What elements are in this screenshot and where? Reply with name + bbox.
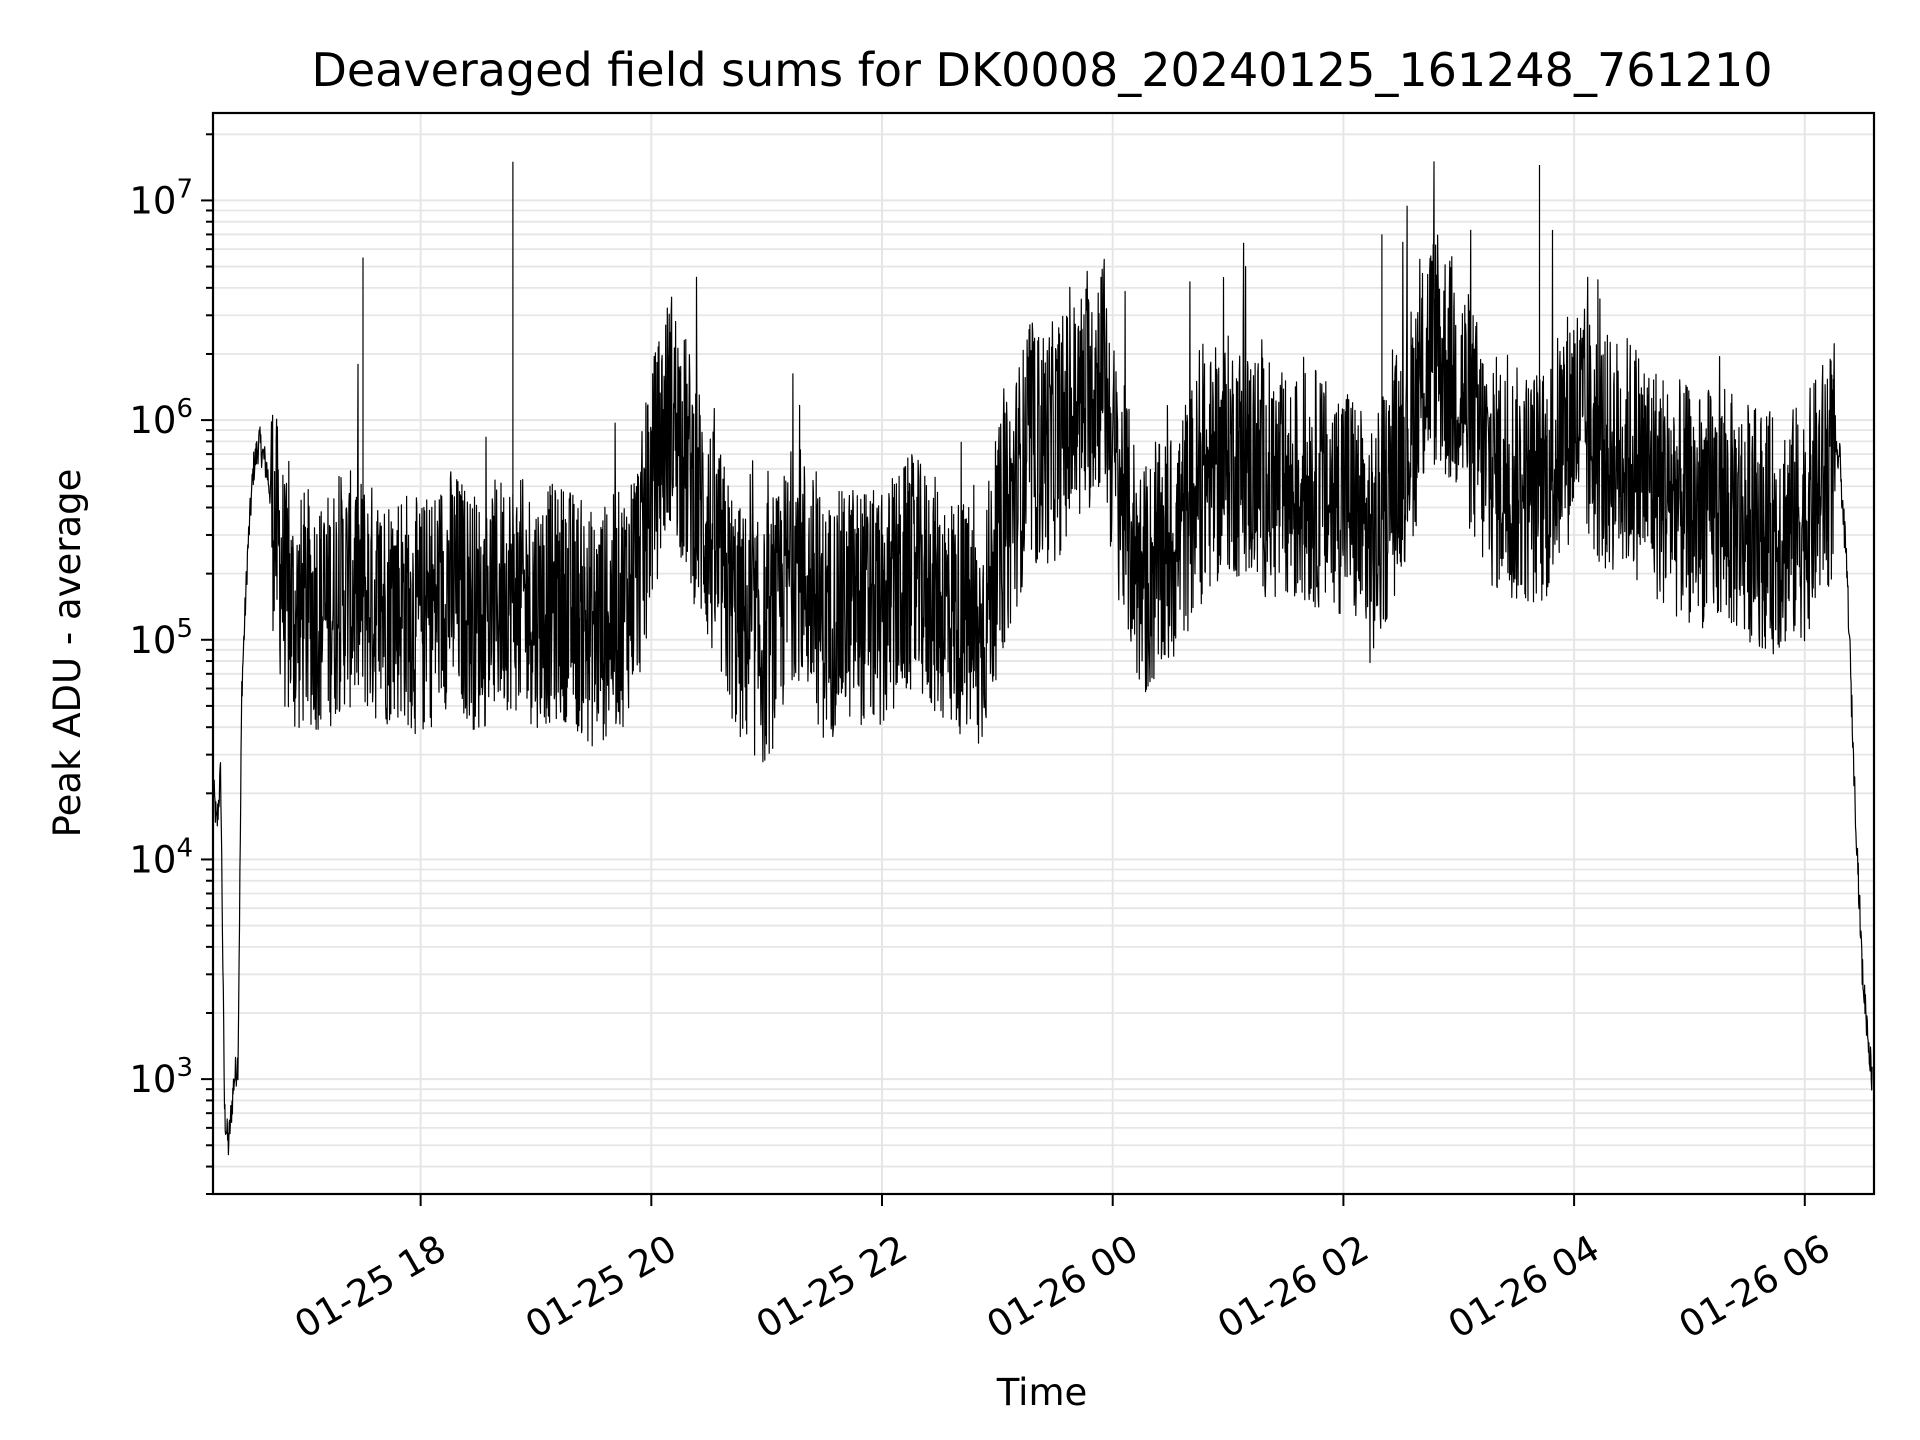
y-axis: 103 104 105 106 107 xyxy=(129,133,213,1195)
y-tick-label: 107 xyxy=(129,174,193,222)
x-tick-label: 01-26 00 xyxy=(980,1227,1146,1347)
y-tick-label: 105 xyxy=(129,614,193,662)
x-tick-label: 01-25 18 xyxy=(288,1227,454,1347)
plot-area xyxy=(213,161,1873,1156)
x-tick-label: 01-25 22 xyxy=(749,1227,915,1347)
y-tick-label: 104 xyxy=(129,833,193,881)
y-tick-label: 103 xyxy=(129,1053,193,1101)
y-tick-label: 106 xyxy=(129,394,193,442)
series-line xyxy=(213,161,1873,1156)
x-axis: 01-25 18 01-25 20 01-25 22 01-26 00 01-26 02… xyxy=(288,1194,1838,1347)
x-axis-label: Time xyxy=(996,1371,1088,1414)
x-tick-label: 01-26 02 xyxy=(1210,1227,1376,1347)
y-axis-label: Peak ADU - average xyxy=(46,469,89,838)
plot-frame xyxy=(211,111,1876,1196)
grid-lines xyxy=(213,113,1874,1195)
x-tick-label: 01-26 06 xyxy=(1672,1227,1838,1347)
x-tick-label: 01-26 04 xyxy=(1441,1227,1607,1347)
chart-title: Deaveraged field sums for DK0008_2024012… xyxy=(311,43,1772,97)
x-tick-label: 01-25 20 xyxy=(518,1227,684,1347)
